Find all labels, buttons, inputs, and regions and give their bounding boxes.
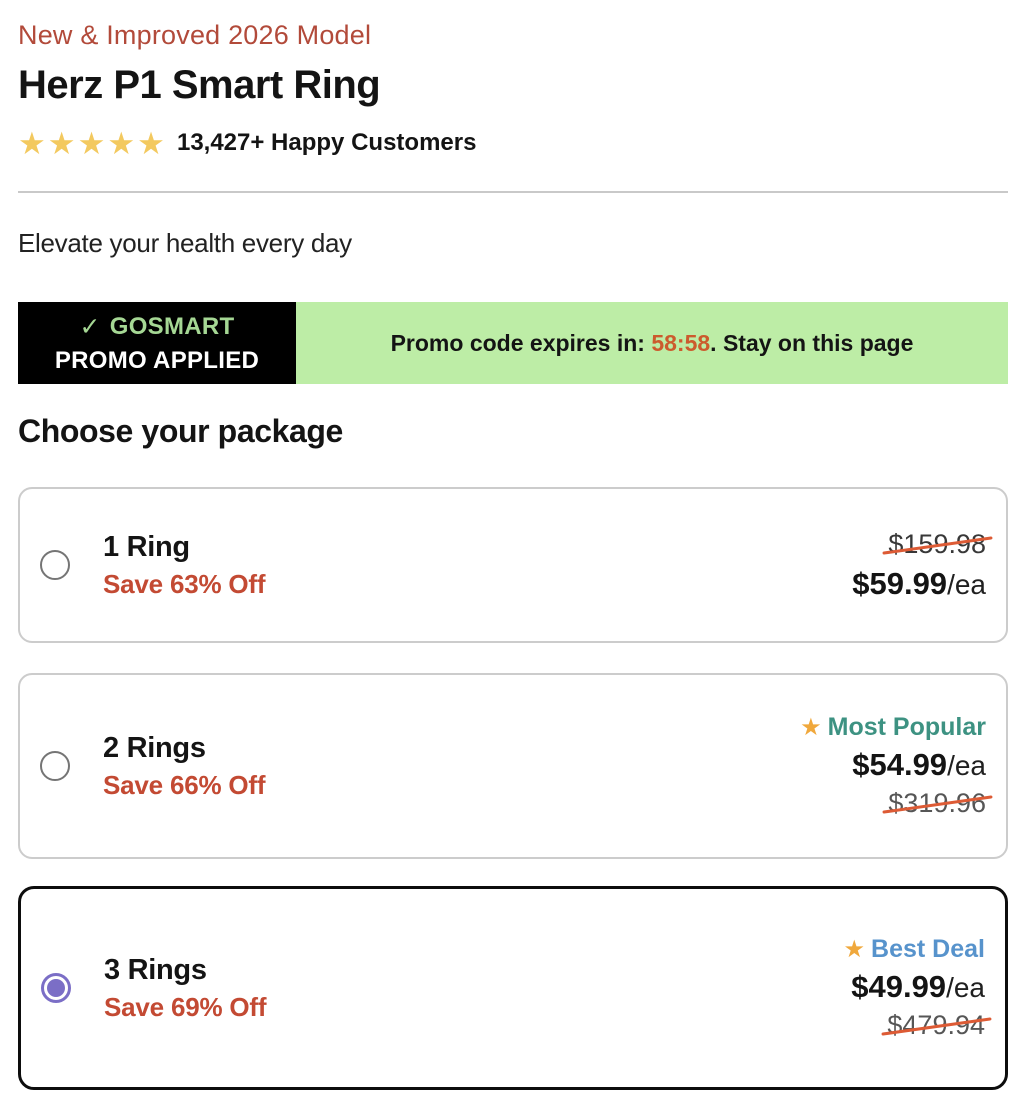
- package-save-label: Save 63% Off: [103, 568, 266, 599]
- package-pricing: $159.98 $59.99/ea: [852, 528, 986, 602]
- badge-label: Most Popular: [827, 713, 986, 742]
- package-title: 3 Rings: [104, 953, 207, 986]
- promo-banner: ✓ GOSMART PROMO APPLIED Promo code expir…: [18, 302, 1008, 384]
- countdown-prefix: Promo code expires in:: [390, 329, 652, 356]
- badge-row: ★ Best Deal: [844, 934, 985, 965]
- badge-star-icon: ★: [843, 936, 866, 964]
- badge-label: Best Deal: [871, 935, 985, 964]
- package-section-heading: Choose your package: [18, 413, 343, 449]
- rating-row: ★★★★★ 13,427+ Happy Customers: [18, 125, 1008, 161]
- product-page: New & Improved 2026 Model Herz P1 Smart …: [0, 0, 1035, 1090]
- badge-star-icon: ★: [800, 714, 822, 742]
- package-pricing: ★ Best Deal $49.99/ea $479.94: [844, 934, 985, 1041]
- original-price: $319.96: [888, 788, 986, 819]
- price-row: $59.99/ea: [852, 565, 986, 602]
- price-unit: /ea: [947, 750, 986, 782]
- package-title: 1 Ring: [103, 530, 190, 563]
- promo-applied-box: ✓ GOSMART PROMO APPLIED: [18, 302, 296, 384]
- package-info: 1 Ring Save 63% Off: [103, 530, 266, 600]
- package-title: 2 Rings: [103, 731, 206, 764]
- price-row: $49.99/ea: [844, 968, 985, 1005]
- radio-3-rings[interactable]: [41, 973, 71, 1003]
- countdown-suffix: . Stay on this page: [710, 329, 914, 356]
- badge-row: ★ Most Popular: [800, 712, 986, 743]
- radio-1-ring[interactable]: [40, 550, 70, 580]
- price-unit: /ea: [946, 972, 985, 1004]
- package-card-2-rings[interactable]: 2 Rings Save 66% Off ★ Most Popular $54.9…: [18, 673, 1008, 859]
- package-info: 3 Rings Save 69% Off: [104, 953, 267, 1023]
- model-eyebrow-label: New & Improved 2026 Model: [18, 20, 372, 50]
- promo-code-label: GOSMART: [109, 312, 235, 340]
- rating-count-label: 13,427+ Happy Customers: [176, 129, 477, 156]
- original-price: $159.98: [888, 529, 986, 560]
- price-unit: /ea: [947, 568, 986, 600]
- current-price: $54.99: [852, 747, 948, 783]
- divider: [18, 191, 1008, 193]
- page-title: Herz P1 Smart Ring: [18, 63, 381, 107]
- package-save-label: Save 66% Off: [103, 769, 266, 800]
- current-price: $49.99: [851, 969, 947, 1005]
- package-card-1-ring[interactable]: 1 Ring Save 63% Off $159.98 $59.99/ea: [18, 487, 1008, 643]
- original-price: $479.94: [887, 1010, 985, 1041]
- promo-applied-label: PROMO APPLIED: [54, 346, 260, 374]
- countdown-timer: 58:58: [651, 329, 711, 356]
- package-info: 2 Rings Save 66% Off: [103, 731, 266, 801]
- star-rating-icons: ★★★★★: [18, 125, 167, 161]
- package-pricing: ★ Most Popular $54.99/ea $319.96: [800, 712, 986, 819]
- package-card-3-rings[interactable]: 3 Rings Save 69% Off ★ Best Deal $49.99/e…: [18, 886, 1008, 1090]
- promo-countdown-message: Promo code expires in: 58:58 . Stay on t…: [296, 302, 1008, 384]
- check-icon: ✓: [79, 312, 101, 341]
- promo-code-line: ✓ GOSMART: [79, 312, 234, 342]
- price-row: $54.99/ea: [800, 746, 986, 783]
- product-tagline: Elevate your health every day: [18, 228, 352, 258]
- package-save-label: Save 69% Off: [104, 991, 267, 1022]
- current-price: $59.99: [852, 565, 948, 601]
- radio-2-rings[interactable]: [40, 751, 70, 781]
